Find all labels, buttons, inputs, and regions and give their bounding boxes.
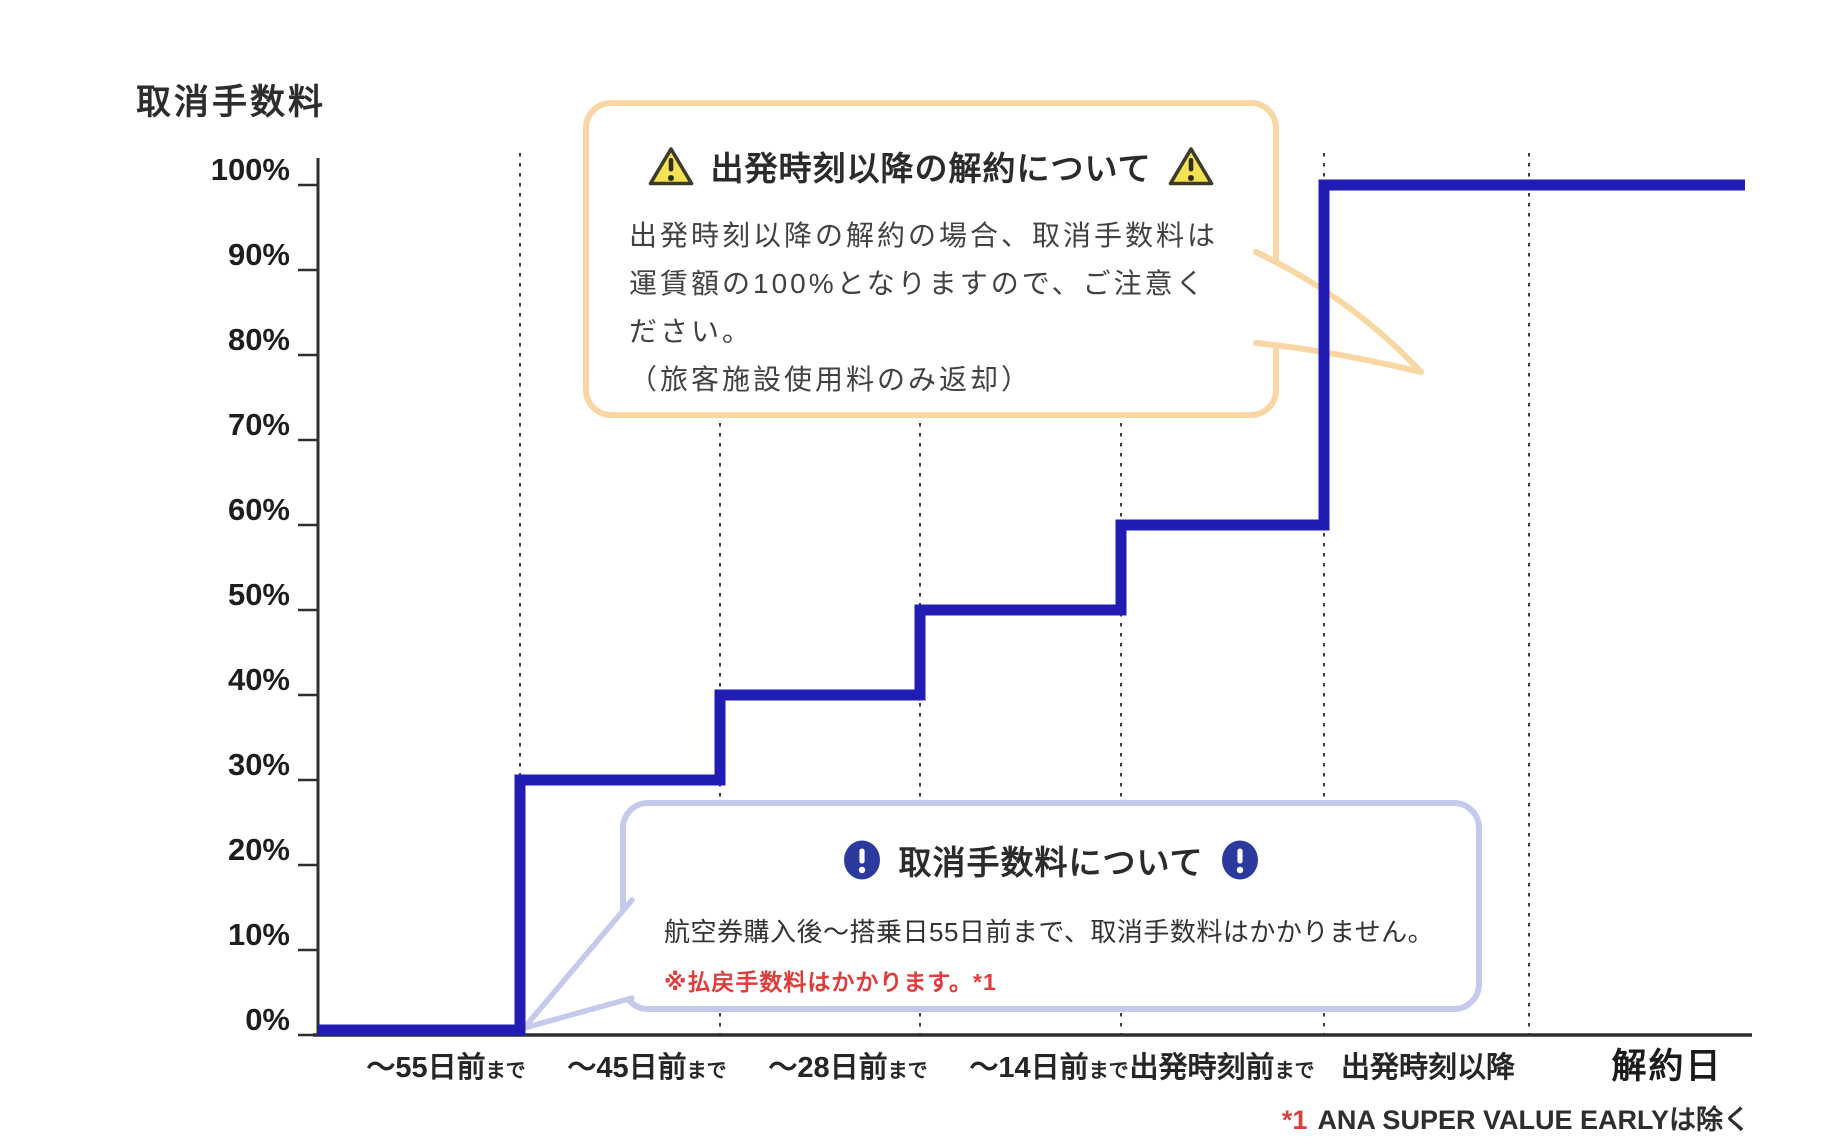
departure-callout-tail bbox=[1253, 249, 1424, 375]
x-tick-label: ～55日前まで bbox=[366, 1044, 525, 1086]
x-tick-label-main: 出発時刻以降 bbox=[1340, 1052, 1516, 1084]
fee-callout-title-row: 取消手数料について bbox=[664, 836, 1438, 884]
fee-callout-tail bbox=[521, 897, 635, 1031]
y-tick-label: 70% bbox=[227, 407, 290, 442]
departure-body-line: （旅客施設使用料のみ返却） bbox=[629, 364, 1033, 396]
y-tick-label: 50% bbox=[227, 577, 290, 612]
y-tick-label: 80% bbox=[227, 322, 290, 357]
x-tick-label: ～45日前まで bbox=[567, 1044, 726, 1086]
x-tick-label: ～28日前まで bbox=[768, 1044, 927, 1086]
departure-cancellation-callout: 出発時刻以降の解約について 出発時刻以降の解約の場合、取消手数料は 運賃額の10… bbox=[583, 100, 1279, 418]
exclamation-circle-icon bbox=[1221, 840, 1258, 880]
y-tick-label: 20% bbox=[227, 832, 290, 867]
y-tick-label: 90% bbox=[227, 237, 290, 272]
x-tick-label: ～14日前まで bbox=[969, 1044, 1128, 1086]
x-tick-label-suffix: まで bbox=[1088, 1060, 1129, 1082]
footnote: *1 ANA SUPER VALUE EARLYは除く bbox=[1282, 1098, 1750, 1137]
departure-callout-body: 出発時刻以降の解約の場合、取消手数料は 運賃額の100%となりますので、ご注意く… bbox=[629, 212, 1233, 405]
fee-info-callout: 取消手数料について 航空券購入後～搭乗日55日前まで、取消手数料はかかりません。… bbox=[620, 800, 1482, 1012]
fee-callout-title: 取消手数料について bbox=[898, 844, 1204, 881]
x-tick-label-suffix: まで bbox=[1274, 1060, 1315, 1082]
departure-callout-title-row: 出発時刻以降の解約について bbox=[629, 142, 1233, 190]
x-tick-label-main: ～14日前 bbox=[969, 1052, 1089, 1084]
departure-body-line: 出発時刻以降の解約の場合、取消手数料は bbox=[629, 220, 1219, 251]
y-tick-label: 100% bbox=[210, 152, 290, 187]
x-axis-end-label: 解約日 bbox=[1611, 1047, 1723, 1086]
departure-callout-title: 出発時刻以降の解約について bbox=[710, 150, 1152, 187]
footnote-text: ANA SUPER VALUE EARLYは除く bbox=[1317, 1105, 1750, 1135]
warning-triangle-icon bbox=[1168, 147, 1213, 186]
y-tick-label: 40% bbox=[227, 662, 290, 697]
departure-body-line: 運賃額の100%となりますので、ご注意ください。 bbox=[629, 268, 1207, 348]
y-axis-title: 取消手数料 bbox=[136, 83, 327, 122]
x-tick-label-main: 出発時刻前 bbox=[1129, 1052, 1275, 1084]
x-tick-label-suffix: まで bbox=[686, 1060, 727, 1082]
fee-callout-note: ※払戻手数料はかかります。*1 bbox=[664, 969, 997, 995]
x-tick-label-suffix: まで bbox=[485, 1060, 526, 1082]
x-tick-label-main: ～45日前 bbox=[567, 1052, 687, 1084]
warning-triangle-icon bbox=[649, 147, 694, 186]
footnote-marker: *1 bbox=[1281, 1105, 1308, 1135]
x-tick-label: 出発時刻前まで bbox=[1129, 1044, 1314, 1086]
x-tick-label: 出発時刻以降 bbox=[1341, 1044, 1515, 1086]
y-tick-label: 0% bbox=[245, 1002, 290, 1037]
x-tick-label-suffix: まで bbox=[887, 1060, 928, 1082]
y-tick-label: 10% bbox=[227, 917, 290, 952]
fee-callout-body: 航空券購入後～搭乗日55日前まで、取消手数料はかかりません。 bbox=[664, 917, 1435, 947]
x-tick-label-main: ～55日前 bbox=[366, 1052, 486, 1084]
y-tick-label: 30% bbox=[227, 747, 290, 782]
exclamation-circle-icon bbox=[844, 840, 881, 880]
y-tick-label: 60% bbox=[227, 492, 290, 527]
x-tick-label-main: ～28日前 bbox=[768, 1052, 888, 1084]
